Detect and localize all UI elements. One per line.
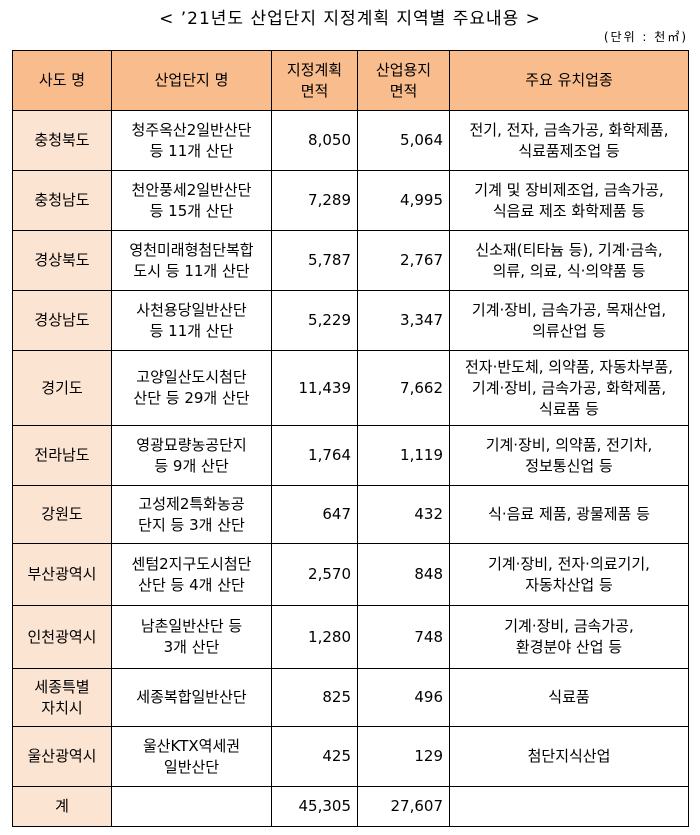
complex-name-cell: 남촌일반산단 등 3개 산단	[111, 605, 272, 669]
industries-cell: 기계·장비, 의약품, 전기차, 정보통신업 등	[449, 425, 689, 486]
header-plan-area: 지정계획 면적	[271, 50, 358, 111]
table-row: 경기도 고양일산도시첨단 산단 등 29개 산단 11,439 7,662 전자·반도체…	[12, 350, 689, 426]
land-area-cell: 3,347	[357, 290, 450, 351]
plan-area-cell: 2,570	[271, 543, 358, 606]
industries-cell: 신소재(티타늄 등), 기계·금속, 의류, 의료, 식·의약품 등	[449, 230, 689, 291]
total-row: 계 45,305 27,607	[12, 786, 689, 827]
industries-cell: 기계·장비, 금속가공, 목재산업, 의류산업 등	[449, 290, 689, 351]
industrial-complex-table: 사도 명 산업단지 명 지정계획 면적 산업용지 면적 주요 유치업종 충청북도…	[12, 50, 689, 827]
plan-area-cell: 1,280	[271, 605, 358, 669]
region-cell: 강원도	[12, 485, 112, 544]
table-row: 부산광역시 센텀2지구도시첨단 산단 등 4개 산단 2,570 848 기계·장비, …	[12, 543, 689, 606]
document-title: < ’21년도 산업단지 지정계획 지역별 주요내용 >	[159, 9, 541, 29]
industries-cell: 전자·반도체, 의약품, 자동차부품, 기계·장비, 금속가공, 화학제품, 식…	[449, 350, 689, 426]
plan-area-cell: 8,050	[271, 110, 358, 171]
table-row: 전라남도 영광묘량농공단지 등 9개 산단 1,764 1,119 기계·장비, 의약품…	[12, 425, 689, 486]
total-label-cell: 계	[12, 786, 112, 827]
land-area-cell: 496	[357, 668, 450, 727]
total-plan-area-cell: 45,305	[271, 786, 358, 827]
industries-cell: 전기, 전자, 금속가공, 화학제품, 식료품제조업 등	[449, 110, 689, 171]
land-area-cell: 848	[357, 543, 450, 606]
land-area-cell: 1,119	[357, 425, 450, 486]
table-row: 강원도 고성제2특화농공 단지 등 3개 산단 647 432 식·음료 제품, 광물제…	[12, 485, 689, 544]
header-row: 사도 명 산업단지 명 지정계획 면적 산업용지 면적 주요 유치업종	[12, 50, 689, 111]
region-cell: 충청남도	[12, 170, 112, 231]
land-area-cell: 7,662	[357, 350, 450, 426]
plan-area-cell: 647	[271, 485, 358, 544]
complex-name-cell: 센텀2지구도시첨단 산단 등 4개 산단	[111, 543, 272, 606]
plan-area-cell: 11,439	[271, 350, 358, 426]
industries-cell: 식·음료 제품, 광물제품 등	[449, 485, 689, 544]
land-area-cell: 4,995	[357, 170, 450, 231]
plan-area-cell: 5,229	[271, 290, 358, 351]
table-row: 경상남도 사천용당일반산단 등 11개 산단 5,229 3,347 기계·장비, 금속…	[12, 290, 689, 351]
table-row: 경상북도 영천미래형첨단복합 도시 등 11개 산단 5,787 2,767 신소재(티…	[12, 230, 689, 291]
region-cell: 경상남도	[12, 290, 112, 351]
header-region: 사도 명	[12, 50, 112, 111]
header-industries: 주요 유치업종	[449, 50, 689, 111]
land-area-cell: 129	[357, 726, 450, 787]
plan-area-cell: 1,764	[271, 425, 358, 486]
unit-label: (단위 : 천㎡)	[603, 30, 688, 44]
complex-name-cell: 고양일산도시첨단 산단 등 29개 산단	[111, 350, 272, 426]
complex-name-cell: 영광묘량농공단지 등 9개 산단	[111, 425, 272, 486]
region-cell: 인천광역시	[12, 605, 112, 669]
complex-name-cell: 고성제2특화농공 단지 등 3개 산단	[111, 485, 272, 544]
header-land-area: 산업용지 면적	[357, 50, 450, 111]
region-cell: 세종특별 자치시	[12, 668, 112, 727]
industries-cell: 첨단지식산업	[449, 726, 689, 787]
plan-area-cell: 825	[271, 668, 358, 727]
industries-cell: 기계·장비, 전자·의료기기, 자동차산업 등	[449, 543, 689, 606]
region-cell: 경상북도	[12, 230, 112, 291]
region-cell: 충청북도	[12, 110, 112, 171]
industries-cell: 기계·장비, 금속가공, 환경분야 산업 등	[449, 605, 689, 669]
table-row: 세종특별 자치시 세종복합일반산단 825 496 식료품	[12, 668, 689, 727]
total-blank-cell	[111, 786, 272, 827]
region-cell: 부산광역시	[12, 543, 112, 606]
table-row: 울산광역시 울산KTX역세권 일반산단 425 129 첨단지식산업	[12, 726, 689, 787]
table-row: 충청남도 천안풍세2일반산단 등 15개 산단 7,289 4,995 기계 및 장비제…	[12, 170, 689, 231]
complex-name-cell: 영천미래형첨단복합 도시 등 11개 산단	[111, 230, 272, 291]
land-area-cell: 2,767	[357, 230, 450, 291]
plan-area-cell: 425	[271, 726, 358, 787]
region-cell: 울산광역시	[12, 726, 112, 787]
land-area-cell: 432	[357, 485, 450, 544]
header-complex: 산업단지 명	[111, 50, 272, 111]
land-area-cell: 748	[357, 605, 450, 669]
industries-cell: 기계 및 장비제조업, 금속가공, 식음료 제조 화학제품 등	[449, 170, 689, 231]
table-row: 충청북도 청주옥산2일반산단 등 11개 산단 8,050 5,064 전기, 전자, …	[12, 110, 689, 171]
complex-name-cell: 울산KTX역세권 일반산단	[111, 726, 272, 787]
region-cell: 경기도	[12, 350, 112, 426]
complex-name-cell: 청주옥산2일반산단 등 11개 산단	[111, 110, 272, 171]
industries-cell: 식료품	[449, 668, 689, 727]
plan-area-cell: 5,787	[271, 230, 358, 291]
total-blank-cell	[449, 786, 689, 827]
region-cell: 전라남도	[12, 425, 112, 486]
complex-name-cell: 세종복합일반산단	[111, 668, 272, 727]
table-row: 인천광역시 남촌일반산단 등 3개 산단 1,280 748 기계·장비, 금속가공, …	[12, 605, 689, 669]
total-land-area-cell: 27,607	[357, 786, 450, 827]
plan-area-cell: 7,289	[271, 170, 358, 231]
land-area-cell: 5,064	[357, 110, 450, 171]
complex-name-cell: 천안풍세2일반산단 등 15개 산단	[111, 170, 272, 231]
complex-name-cell: 사천용당일반산단 등 11개 산단	[111, 290, 272, 351]
